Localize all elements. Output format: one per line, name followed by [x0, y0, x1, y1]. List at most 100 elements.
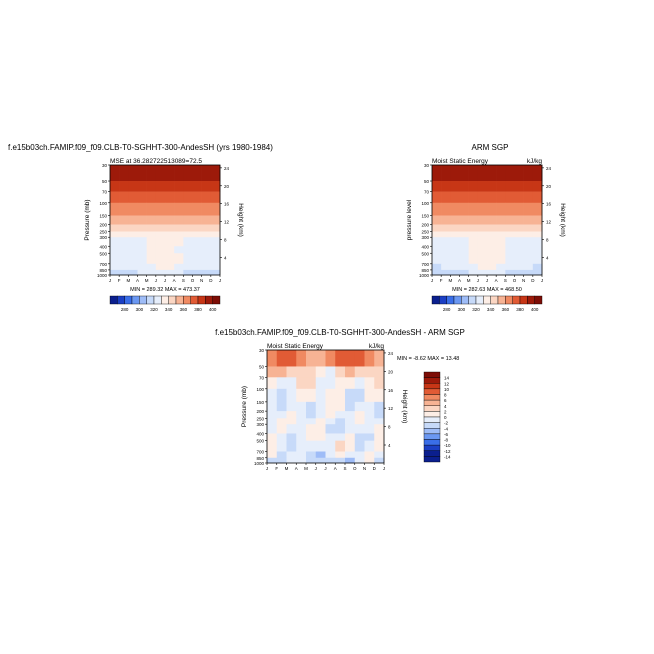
panel2-ytick-label: 500	[421, 251, 429, 256]
panel3-cell	[345, 366, 356, 378]
panel1-cell	[146, 269, 157, 276]
panel2-colorbar-label: 380	[516, 307, 524, 312]
panel1-cell	[174, 253, 184, 265]
panel3-cell	[296, 440, 307, 452]
panel1-cell	[155, 263, 166, 271]
panel3-ytick-label: 30	[259, 348, 265, 353]
panel1-cell	[192, 215, 202, 225]
panel3-cell	[345, 411, 356, 419]
panel1-colorbar-swatch	[161, 295, 169, 305]
panel2-cell	[477, 237, 488, 247]
panel3-cell	[267, 424, 278, 434]
panel3-cell	[335, 433, 346, 441]
panel3-cell	[267, 418, 278, 425]
panel1-cell	[146, 263, 157, 271]
panel3-colorbar-label: -2	[444, 421, 448, 426]
panel2-cell	[441, 231, 451, 238]
panel1-colorbar-swatch	[124, 295, 133, 305]
panel1-cell	[110, 224, 120, 232]
panel2-cell	[514, 165, 524, 182]
panel1-xtick-label: J	[219, 278, 221, 283]
panel1-colorbar-swatch	[146, 295, 155, 305]
panel3-height-tick-label: 16	[388, 388, 394, 393]
panel3-cell	[296, 388, 307, 403]
panel3-xtick-label: O	[353, 466, 357, 471]
panel2-cell	[468, 263, 479, 271]
panel2-cell	[496, 202, 506, 216]
panel1-cell	[110, 202, 120, 216]
panel2-cell	[505, 231, 515, 238]
panel1-ytick-label: 500	[99, 251, 107, 256]
panel2-cell	[468, 269, 479, 276]
panel3-cell	[335, 401, 346, 412]
panel2-xtick-label: J	[486, 278, 488, 283]
panel3-cell	[267, 433, 278, 441]
panel1-cell	[137, 237, 147, 247]
panel2-colorbar-label: 400	[531, 307, 539, 312]
panel2-cell	[450, 215, 460, 225]
panel3-cell	[315, 388, 326, 403]
panel2-cell	[514, 263, 524, 271]
panel3-cell	[325, 418, 336, 425]
panel3-colorbar-swatch	[423, 416, 441, 423]
panel3-cell	[267, 350, 278, 367]
panel3-cell	[276, 418, 287, 425]
panel2-cell	[514, 191, 524, 204]
panel2-cell	[532, 191, 543, 204]
panel3-cell	[306, 401, 317, 412]
panel2-cell	[496, 253, 506, 265]
panel3-colorbar-label: -14	[444, 454, 451, 459]
panel3-cell	[364, 388, 375, 403]
panel3-cell	[315, 424, 326, 434]
panel1-cell	[183, 181, 193, 192]
panel3-colorbar-swatch	[423, 433, 441, 440]
panel1-colorbar-swatch	[168, 295, 177, 305]
panel3-colorbar-swatch	[423, 405, 441, 412]
panel2-cell	[487, 237, 497, 247]
panel1-stats: MIN = 289.32 MAX = 473.37	[130, 287, 200, 293]
panel2-cell	[450, 269, 460, 276]
panel3-cell	[345, 388, 356, 403]
panel2-xtick-label: J	[477, 278, 479, 283]
panel3-xtick-label: J	[383, 466, 385, 471]
panel1-cell	[174, 237, 184, 247]
panel1-cell	[146, 215, 157, 225]
panel3-cell	[276, 366, 287, 378]
panel1-cell	[201, 165, 212, 182]
panel3-cell	[374, 433, 385, 441]
panel1-cell	[192, 269, 202, 276]
panel2-cell	[523, 237, 534, 247]
panel3-cell	[325, 377, 336, 390]
panel2-cell	[532, 263, 543, 271]
panel3-cell	[325, 366, 336, 378]
panel1-cell	[137, 246, 147, 254]
panel1-cell	[155, 224, 166, 232]
panel1-cell	[119, 191, 129, 204]
panel3-cell	[267, 411, 278, 419]
panel1-cell	[210, 224, 221, 232]
panel2-cell	[432, 231, 442, 238]
panel2-xtick-label: O	[513, 278, 517, 283]
panel2-cell	[514, 231, 524, 238]
panel3-cell	[374, 401, 385, 412]
panel3-ytick-label: 100	[256, 387, 264, 392]
panel2-cell	[459, 181, 469, 192]
panel2-cell	[432, 181, 442, 192]
panel3-ytick-label: 250	[256, 416, 264, 421]
panel3-colorbar-swatch	[423, 388, 441, 395]
panel3-cell	[296, 457, 307, 464]
panel2-cell	[432, 263, 442, 271]
panel1-cell	[174, 202, 184, 216]
panel3-cell	[276, 457, 287, 464]
panel2-colorbar-swatch	[439, 295, 447, 305]
panel1-cell	[192, 181, 202, 192]
panel3-cell	[364, 418, 375, 425]
panel1-cell	[165, 181, 175, 192]
panel3-cell	[286, 424, 297, 434]
panel2-cell	[505, 215, 515, 225]
panel2-cell	[432, 237, 442, 247]
panel1-cell	[155, 231, 166, 238]
panel1-cell	[192, 246, 202, 254]
panel1-ytick-label: 50	[102, 179, 108, 184]
panel1-cell	[183, 253, 193, 265]
